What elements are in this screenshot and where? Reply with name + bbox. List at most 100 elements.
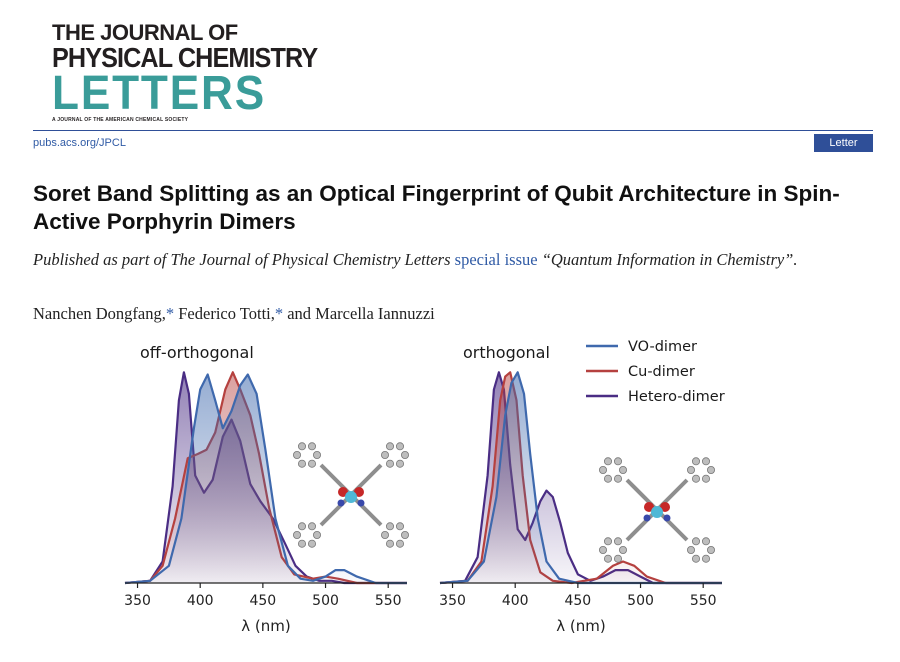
molecule-atom (307, 442, 316, 451)
nitrogen-atom (337, 499, 345, 507)
x-tick-label: 550 (375, 593, 402, 609)
molecule-atom (307, 459, 316, 468)
molecule-atom (385, 459, 394, 468)
molecule-atom (598, 545, 607, 554)
published-prefix: Published as part of The Journal of Phys… (33, 250, 455, 269)
molecule-atom (395, 539, 404, 548)
panel-title: off-orthogonal (140, 343, 254, 362)
x-tick-label: 500 (312, 593, 339, 609)
oxygen-atom (338, 487, 348, 497)
molecule-atom (702, 474, 711, 483)
published-suffix: “Quantum Information in Chemistry”. (537, 250, 798, 269)
oxygen-atom (660, 502, 670, 512)
molecule-atom (312, 530, 321, 539)
molecule-image-off-orthogonal (292, 442, 409, 548)
molecule-atom (707, 545, 716, 554)
legend-label: Cu-dimer (628, 364, 695, 380)
article-type-badge: Letter (814, 134, 873, 152)
x-axis-label: λ (nm) (556, 617, 605, 635)
molecule-atom (613, 457, 622, 466)
molecule-image-orthogonal (598, 457, 716, 563)
author-name[interactable]: Federico Totti, (178, 304, 275, 323)
x-tick-label: 550 (690, 593, 717, 609)
molecule-atom (687, 465, 696, 474)
logo-tagline: A JOURNAL OF THE AMERICAN CHEMICAL SOCIE… (52, 117, 189, 123)
corresponding-author-mark[interactable]: * (274, 304, 284, 323)
molecule-atom (613, 537, 622, 546)
molecule-atom (707, 465, 716, 474)
molecule-atom (297, 442, 306, 451)
metal-atom (651, 506, 663, 518)
panel-orthogonal: orthogonal 350 400 450 500 550 λ (nm) (439, 343, 722, 635)
figure-svg: off-orthogonal 350 400 450 500 550 λ (nm) orth… (124, 339, 725, 635)
legend-label: VO-dimer (628, 339, 697, 355)
molecule-atom (618, 465, 627, 474)
logo-line-2: PHYSICAL CHEMISTRY (52, 42, 318, 73)
x-tick-label: 500 (627, 593, 654, 609)
molecule-atom (395, 459, 404, 468)
nitrogen-atom (357, 499, 365, 507)
x-axis-label: λ (nm) (241, 617, 290, 635)
molecule-atom (702, 554, 711, 563)
molecule-atom (385, 539, 394, 548)
molecule-atom (603, 474, 612, 483)
nitrogen-atom (663, 514, 671, 522)
molecule-atom (400, 451, 409, 460)
x-tick-label: 350 (439, 593, 466, 609)
molecule-atom (312, 451, 321, 460)
published-note: Published as part of The Journal of Phys… (33, 249, 853, 271)
molecule-atom (687, 545, 696, 554)
x-tick-label: 350 (124, 593, 151, 609)
oxygen-atom (644, 502, 654, 512)
molecule-atom (603, 457, 612, 466)
molecule-atom (395, 522, 404, 531)
molecule-atom (292, 451, 301, 460)
molecule-atom (292, 530, 301, 539)
author-name[interactable]: Nanchen Dongfang, (33, 304, 166, 323)
molecule-atom (613, 474, 622, 483)
molecule-atom (307, 522, 316, 531)
molecule-atom (385, 442, 394, 451)
molecule-atom (692, 457, 701, 466)
metal-atom (345, 491, 357, 503)
special-issue-link[interactable]: special issue (454, 250, 538, 269)
series-area (125, 374, 407, 583)
logo-line-1: THE JOURNAL OF (52, 20, 238, 45)
chart-legend: VO-dimer Cu-dimer Hetero-dimer (586, 339, 725, 405)
molecule-atom (400, 530, 409, 539)
logo-line-3: LETTERS (52, 67, 267, 120)
molecule-atom (613, 554, 622, 563)
molecule-atom (692, 537, 701, 546)
x-tick-label: 450 (564, 593, 591, 609)
corresponding-author-mark[interactable]: * (165, 304, 175, 323)
nitrogen-atom (643, 514, 651, 522)
x-tick-label: 450 (249, 593, 276, 609)
x-tick-label: 400 (502, 593, 529, 609)
panel-title: orthogonal (463, 343, 550, 362)
author-list: Nanchen Dongfang,* Federico Totti,* and … (33, 304, 435, 324)
journal-url-link[interactable]: pubs.acs.org/JPCL (33, 137, 126, 149)
panel-off-orthogonal: off-orthogonal 350 400 450 500 550 λ (nm) (124, 343, 407, 635)
molecule-atom (297, 459, 306, 468)
molecule-atom (702, 537, 711, 546)
molecule-atom (618, 545, 627, 554)
molecule-atom (297, 522, 306, 531)
molecule-atom (385, 522, 394, 531)
x-tick-label: 400 (187, 593, 214, 609)
series-line (124, 373, 407, 585)
series-area (440, 372, 722, 583)
molecule-atom (307, 539, 316, 548)
molecule-atom (598, 465, 607, 474)
molecule-atom (603, 537, 612, 546)
molecule-atom (395, 442, 404, 451)
molecule-atom (603, 554, 612, 563)
molecule-atom (692, 474, 701, 483)
legend-label: Hetero-dimer (628, 389, 725, 405)
molecule-atom (297, 539, 306, 548)
article-title: Soret Band Splitting as an Optical Finge… (33, 181, 840, 234)
toc-figure: off-orthogonal 350 400 450 500 550 λ (nm) orth… (110, 330, 770, 645)
molecule-atom (380, 451, 389, 460)
header-rule (33, 130, 873, 131)
author-name[interactable]: and Marcella Iannuzzi (287, 304, 435, 323)
molecule-atom (702, 457, 711, 466)
